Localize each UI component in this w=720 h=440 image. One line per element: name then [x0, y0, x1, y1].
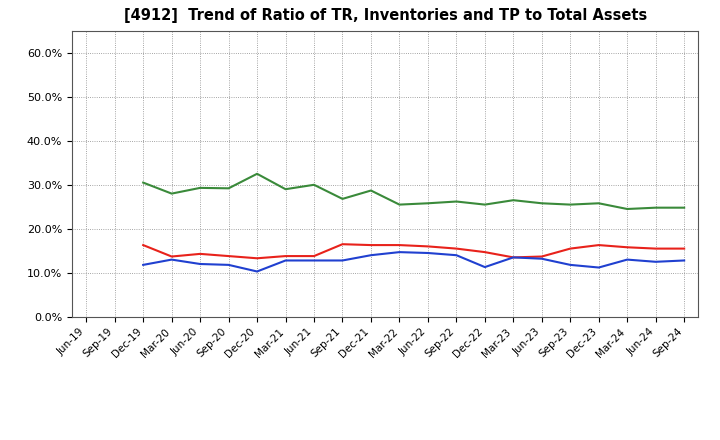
Inventories — [139, 262, 148, 268]
Trade Receivables — [225, 253, 233, 259]
Inventories — [167, 257, 176, 262]
Trade Payables — [139, 180, 148, 185]
Trade Receivables — [395, 242, 404, 248]
Trade Receivables — [595, 242, 603, 248]
Trade Receivables — [338, 242, 347, 247]
Trade Payables — [652, 205, 660, 210]
Inventories — [196, 261, 204, 267]
Trade Payables — [452, 199, 461, 204]
Trade Receivables — [282, 253, 290, 259]
Inventories — [253, 269, 261, 274]
Inventories — [595, 265, 603, 270]
Inventories — [225, 262, 233, 268]
Title: [4912]  Trend of Ratio of TR, Inventories and TP to Total Assets: [4912] Trend of Ratio of TR, Inventories… — [124, 7, 647, 23]
Trade Receivables — [566, 246, 575, 251]
Inventories — [509, 255, 518, 260]
Trade Payables — [395, 202, 404, 207]
Trade Payables — [566, 202, 575, 207]
Inventories — [423, 250, 432, 256]
Trade Payables — [537, 201, 546, 206]
Inventories — [310, 258, 318, 263]
Inventories — [680, 258, 688, 263]
Trade Payables — [282, 187, 290, 192]
Trade Receivables — [480, 249, 489, 255]
Trade Payables — [680, 205, 688, 210]
Inventories — [338, 258, 347, 263]
Inventories — [652, 259, 660, 264]
Trade Payables — [623, 206, 631, 212]
Inventories — [566, 262, 575, 268]
Trade Receivables — [310, 253, 318, 259]
Inventories — [366, 253, 375, 258]
Trade Payables — [310, 182, 318, 187]
Trade Payables — [225, 186, 233, 191]
Trade Receivables — [167, 254, 176, 259]
Inventories — [623, 257, 631, 262]
Trade Receivables — [253, 256, 261, 261]
Line: Trade Payables: Trade Payables — [143, 174, 684, 209]
Trade Receivables — [366, 242, 375, 248]
Line: Inventories: Inventories — [143, 252, 684, 271]
Trade Receivables — [509, 255, 518, 260]
Inventories — [452, 253, 461, 258]
Trade Receivables — [139, 242, 148, 248]
Trade Receivables — [452, 246, 461, 251]
Trade Payables — [480, 202, 489, 207]
Line: Trade Receivables: Trade Receivables — [143, 244, 684, 258]
Trade Receivables — [680, 246, 688, 251]
Trade Receivables — [652, 246, 660, 251]
Inventories — [395, 249, 404, 255]
Trade Receivables — [423, 244, 432, 249]
Trade Payables — [253, 171, 261, 176]
Trade Payables — [595, 201, 603, 206]
Trade Payables — [509, 198, 518, 203]
Inventories — [282, 258, 290, 263]
Trade Payables — [423, 201, 432, 206]
Trade Payables — [167, 191, 176, 196]
Trade Receivables — [196, 251, 204, 257]
Trade Payables — [338, 196, 347, 202]
Inventories — [480, 264, 489, 270]
Trade Receivables — [537, 254, 546, 259]
Trade Payables — [366, 188, 375, 193]
Trade Receivables — [623, 245, 631, 250]
Trade Payables — [196, 185, 204, 191]
Inventories — [537, 256, 546, 261]
